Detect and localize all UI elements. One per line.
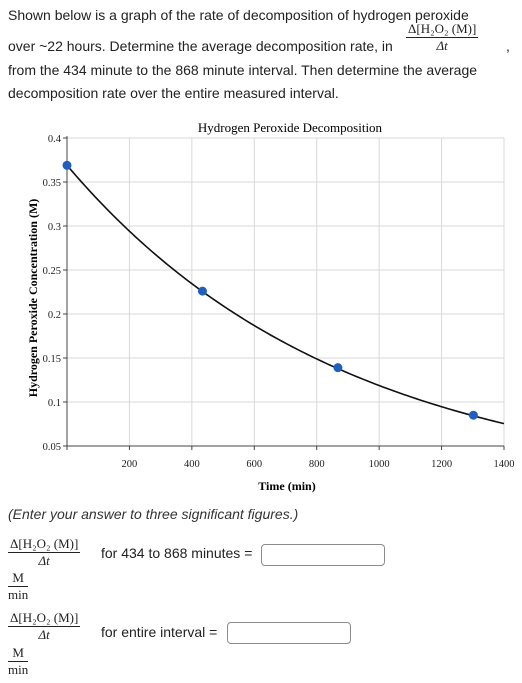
y-tick-label: 0.35 xyxy=(43,178,61,189)
answer-2-unit: M min xyxy=(8,645,29,678)
x-tick-label: 1200 xyxy=(431,459,452,470)
x-tick-label: 800 xyxy=(309,459,325,470)
question-line-2: over ~22 hours. Determine the average de… xyxy=(8,38,393,54)
answer-2-label: for entire interval = xyxy=(101,624,218,640)
question-line-4: decomposition rate over the entire measu… xyxy=(8,85,339,101)
answer-1-input[interactable] xyxy=(261,544,385,566)
chart-title: Hydrogen Peroxide Decomposition xyxy=(198,120,383,135)
question-comma: , xyxy=(506,38,510,54)
y-tick-label: 0.05 xyxy=(43,442,61,453)
answer-1-unit-denominator: min xyxy=(8,587,29,602)
answer-2-input[interactable] xyxy=(227,622,351,644)
y-tick-label: 0.15 xyxy=(43,354,61,365)
tick-labels: 200 400 600 800 1000 1200 1400 0.05 0.1 0.15 0.2 0.… xyxy=(43,134,515,470)
rate-fraction-denominator: Δt xyxy=(436,38,448,53)
answer-1-fraction-numerator: Δ[H₂O₂ (M)] xyxy=(8,536,81,553)
x-axis-label: Time (min) xyxy=(258,479,315,493)
x-tick-label: 1000 xyxy=(369,459,390,470)
chart-axes xyxy=(63,136,505,450)
x-tick-label: 200 xyxy=(122,459,138,470)
answer-1-label: for 434 to 868 minutes = xyxy=(101,545,253,561)
decomposition-chart: 200 400 600 800 1000 1200 1400 0.05 0.1 0.15 0.2 0.… xyxy=(26,120,515,493)
rate-fraction-numerator: Δ[H₂O₂ (M)] xyxy=(406,21,479,38)
x-tick-label: 600 xyxy=(246,459,262,470)
sig-fig-note: (Enter your answer to three significant … xyxy=(8,506,299,522)
answer-2-fraction-denominator: Δt xyxy=(38,627,50,642)
rate-fraction: Δ[H₂O₂ (M)] Δt xyxy=(406,21,479,54)
data-point-4 xyxy=(468,410,478,420)
answer-1-unit: M min xyxy=(8,570,29,603)
question-line-1: Shown below is a graph of the rate of de… xyxy=(8,7,469,23)
y-tick-label: 0.2 xyxy=(48,310,61,321)
answer-1-fraction-denominator: Δt xyxy=(38,553,50,568)
y-tick-label: 0.4 xyxy=(48,134,62,145)
x-tick-label: 1400 xyxy=(494,459,515,470)
answer-2-unit-numerator: M xyxy=(8,645,29,662)
chart-grid xyxy=(67,137,505,447)
data-points xyxy=(62,160,478,420)
answer-1-unit-numerator: M xyxy=(8,570,29,587)
x-tick-label: 400 xyxy=(184,459,200,470)
answer-1-fraction: Δ[H₂O₂ (M)] Δt xyxy=(8,536,81,569)
y-tick-label: 0.1 xyxy=(48,398,61,409)
question-line-3: from the 434 minute to the 868 minute in… xyxy=(8,62,478,78)
y-tick-label: 0.3 xyxy=(48,222,61,233)
answer-2-fraction: Δ[H₂O₂ (M)] Δt xyxy=(8,610,81,643)
data-point-3 xyxy=(333,363,343,373)
answer-2-fraction-numerator: Δ[H₂O₂ (M)] xyxy=(8,610,81,627)
data-point-2 xyxy=(197,286,207,296)
y-axis-label: Hydrogen Peroxide Concentration (M) xyxy=(26,199,40,398)
answer-2-unit-denominator: min xyxy=(8,662,29,677)
decay-curve xyxy=(66,164,505,425)
y-tick-label: 0.25 xyxy=(43,266,61,277)
data-point-1 xyxy=(62,160,72,170)
